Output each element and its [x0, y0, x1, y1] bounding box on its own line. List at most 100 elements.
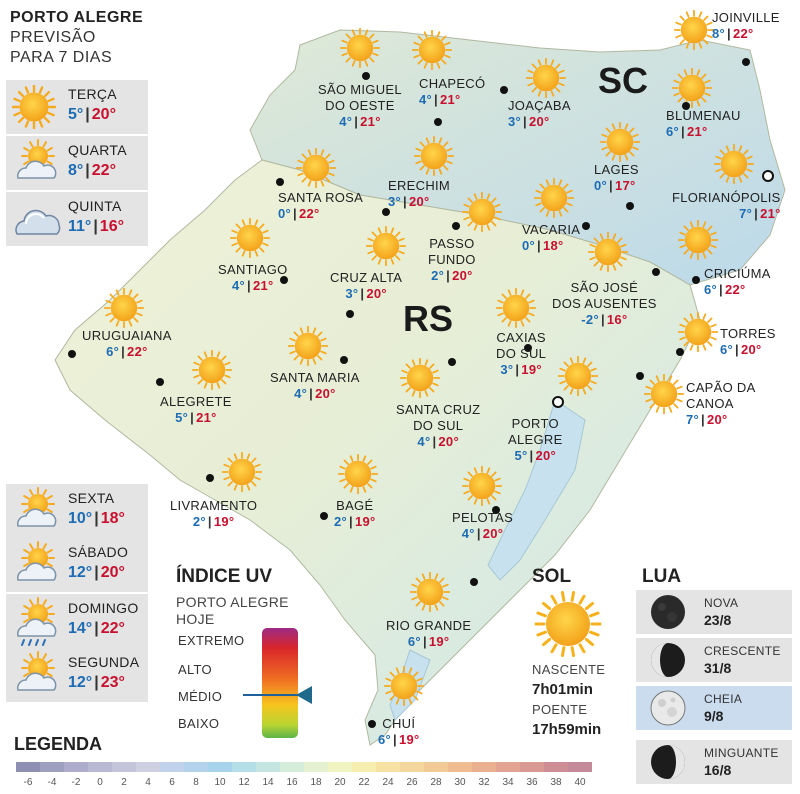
moon-phase-name: CRESCENTE — [704, 644, 781, 658]
legend-tick-label: -2 — [71, 777, 81, 788]
temp-min: 2° — [431, 268, 445, 283]
temp-min: 0° — [278, 206, 292, 221]
moon-title: LUA — [642, 566, 682, 587]
moon-phase-card: CRESCENTE 31/8 — [636, 638, 792, 682]
city-rio-grande: RIO GRANDE 6° | 19° — [386, 618, 471, 650]
sun-cloud-icon — [17, 541, 57, 581]
legend-swatch — [208, 762, 232, 772]
legend-swatch — [280, 762, 304, 772]
city-criciuma: CRICIÚMA 6° | 22° — [704, 266, 771, 298]
city-temps: 6° | 22° — [704, 282, 746, 297]
city-marker — [652, 268, 660, 276]
city-temps: 2° | 19° — [192, 514, 235, 529]
full-moon-icon — [650, 690, 686, 726]
city-marker — [434, 118, 442, 126]
uv-scale-bar — [262, 628, 298, 738]
city-name: ALEGRE — [508, 432, 563, 447]
forecast-temps: 5° | 20° — [68, 106, 116, 123]
temp-max: 22° — [100, 620, 125, 637]
legend-tick-label: 38 — [550, 777, 562, 788]
forecast-day-card: TERÇA 5° | 20° — [6, 80, 148, 134]
state-label-sc: SC — [598, 60, 649, 101]
sun-icon — [384, 666, 424, 706]
sun-icon — [340, 28, 380, 68]
city-marker — [682, 102, 690, 110]
temp-max: 22° — [724, 282, 746, 297]
temp-min: 4° — [339, 114, 353, 129]
city-temps: 3° | 20° — [508, 114, 550, 129]
temp-min: 4° — [417, 434, 431, 449]
moon-phase-name: CHEIA — [704, 692, 743, 706]
header-line3: PARA 7 DIAS — [10, 49, 113, 66]
city-name: VACARIA — [522, 222, 581, 237]
temp-max: 22° — [91, 162, 116, 179]
temp-max: 20° — [482, 526, 504, 541]
city-name: CANOA — [686, 396, 734, 411]
city-marker — [636, 372, 644, 380]
sun-icon — [496, 288, 536, 328]
sun-icon — [526, 58, 566, 98]
city-temps: 6° | 19° — [378, 732, 420, 747]
city-name: SANTA ROSA — [278, 190, 364, 205]
sun-cloud-icon — [17, 487, 57, 527]
temp-min: 4° — [294, 386, 308, 401]
uv-level-medio: MÉDIO — [178, 689, 223, 704]
legend-swatch — [88, 762, 112, 772]
moon-phase-card: NOVA 23/8 — [636, 590, 792, 634]
city-name: RIO GRANDE — [386, 618, 472, 633]
city-name: SÃO MIGUEL — [318, 82, 402, 97]
legend-swatch — [112, 762, 136, 772]
legend-tick-label: -6 — [23, 777, 33, 788]
legend-tick-label: 16 — [286, 777, 298, 788]
city-temps: 2° | 19° — [334, 514, 376, 529]
city-marker — [68, 350, 76, 358]
sunrise-label: NASCENTE — [532, 662, 606, 677]
city-name: JOAÇABA — [508, 98, 571, 113]
city-porto-alegre: PORTO ALEGRE 5° | 20° — [508, 416, 563, 464]
sun-cloud-icon — [17, 651, 57, 691]
cloud-icon — [15, 209, 61, 235]
legend-swatch — [400, 762, 424, 772]
city-name: LIVRAMENTO — [170, 498, 258, 513]
sun-icon — [296, 148, 336, 188]
lagoon-shape — [487, 399, 586, 581]
first-quarter-moon-icon — [651, 643, 685, 677]
moon-phase-date: 23/8 — [704, 612, 732, 628]
temp-max: 22° — [732, 26, 754, 41]
uv-level-baixo: BAIXO — [178, 716, 220, 731]
temp-min: 12° — [68, 674, 93, 691]
temp-max: 21° — [686, 124, 708, 139]
forecast-temps: 10° | 18° — [68, 510, 125, 527]
city-name: DOS AUSENTES — [552, 296, 657, 311]
forecast-day-card: DOMINGO 14° | 22° — [6, 594, 148, 648]
city-marker — [492, 506, 500, 514]
legend-swatch — [328, 762, 352, 772]
legend-tick-label: 4 — [145, 777, 151, 788]
sun-icon — [412, 30, 452, 70]
sun-icon — [230, 218, 270, 258]
forecast-temps: 14° | 22° — [68, 620, 125, 637]
temp-min: 8° — [712, 26, 726, 41]
sunrise-value: 7h01min — [532, 681, 593, 698]
sun-icon — [672, 68, 712, 108]
uv-level-alto: ALTO — [178, 662, 212, 677]
moon-phase-card: CHEIA 9/8 — [636, 686, 792, 730]
forecast-day-card: SÁBADO 12° | 20° — [6, 538, 148, 592]
city-bage: BAGÉ 2° | 19° — [334, 498, 376, 530]
legend-swatch — [16, 762, 40, 772]
sun-icon — [104, 288, 144, 328]
city-name: BLUMENAU — [666, 108, 741, 123]
city-marker — [626, 202, 634, 210]
city-marker — [742, 58, 750, 66]
city-chui: CHUÍ 6° | 19° — [378, 716, 420, 748]
sun-icon — [400, 358, 440, 398]
uv-location: PORTO ALEGRE — [176, 594, 289, 610]
city-temps: 0° | 18° — [522, 238, 564, 253]
city-name: DO SUL — [496, 346, 547, 361]
city-capao-da-canoa: CAPÃO DA CANOA 7° | 20° — [686, 380, 756, 428]
header: PORTO ALEGRE PREVISÃO PARA 7 DIAS — [10, 8, 143, 68]
sun-cloud-rain-icon — [17, 597, 57, 646]
sun-icon — [600, 122, 640, 162]
uv-level-extremo: EXTREMO — [178, 633, 245, 648]
